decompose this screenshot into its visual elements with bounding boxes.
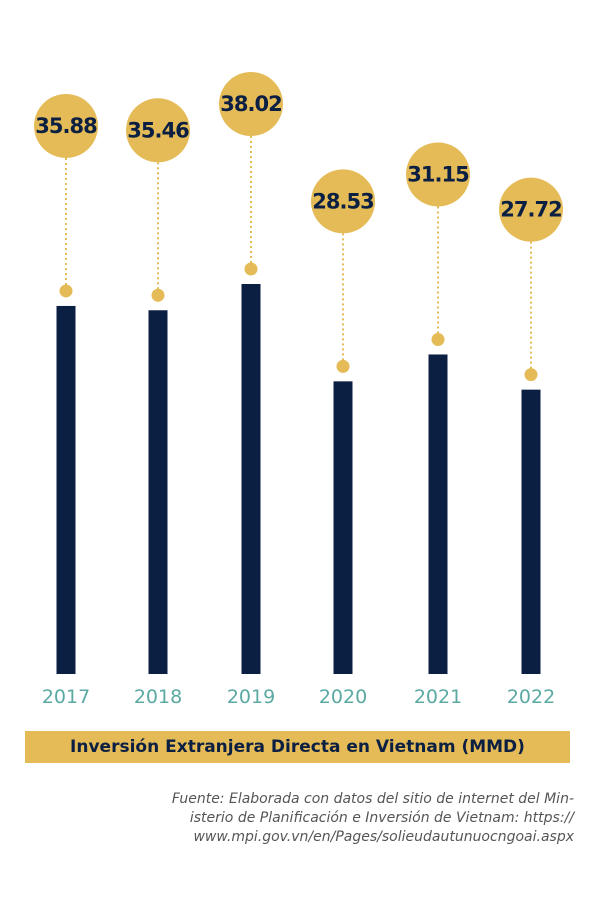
x-tick-label-2019: 2019	[227, 686, 275, 708]
value-label-2017: 35.88	[35, 114, 97, 138]
marker-dot-2018	[151, 288, 165, 302]
value-label-2021: 31.15	[407, 162, 469, 186]
bar-2018	[148, 310, 168, 674]
x-tick-label-2021: 2021	[414, 686, 462, 708]
value-label-2018: 35.46	[127, 118, 189, 142]
marker-dot-2020	[336, 359, 350, 373]
x-tick-label-2020: 2020	[319, 686, 367, 708]
marker-dot-2022	[524, 368, 538, 382]
value-bubble-2021	[406, 142, 470, 207]
bar-chart: 35.88 2017 35.46 2018 38.02 2019 28.53 2020 31.1…	[34, 72, 563, 708]
bar-2019	[241, 284, 261, 674]
x-tick-label-2018: 2018	[134, 686, 182, 708]
value-label-2020: 28.53	[312, 189, 373, 213]
marker-dot-2021	[431, 332, 445, 346]
bar-2020	[333, 381, 353, 674]
value-bubble-2019	[219, 72, 283, 136]
x-tick-label-2022: 2022	[507, 686, 555, 708]
marker-dot-2019	[244, 262, 258, 276]
marker-dot-2017	[59, 284, 73, 298]
value-bubble-2020	[311, 169, 375, 234]
source-line-2: isterio de Planificación e Inversión de …	[189, 810, 574, 826]
bar-2017	[56, 305, 76, 674]
value-bubble-2017	[34, 93, 98, 158]
chart-title-bar: Inversión Extranjera Directa en Vietnam …	[25, 731, 570, 763]
value-bubble-2022	[499, 177, 563, 242]
bar-2021	[428, 354, 448, 674]
chart-title: Inversión Extranjera Directa en Vietnam …	[70, 737, 525, 757]
source-note: Fuente: Elaborada con datos del sitio de…	[74, 790, 574, 847]
value-label-2019: 38.02	[220, 92, 281, 116]
value-bubble-2018	[126, 98, 190, 163]
bar-2022	[521, 389, 541, 674]
source-line-3: www.mpi.gov.vn/en/Pages/solieudautunuocn…	[193, 829, 574, 845]
x-tick-label-2017: 2017	[42, 686, 90, 708]
value-label-2022: 27.72	[500, 198, 561, 222]
source-line-1: Fuente: Elaborada con datos del sitio de…	[171, 791, 574, 807]
